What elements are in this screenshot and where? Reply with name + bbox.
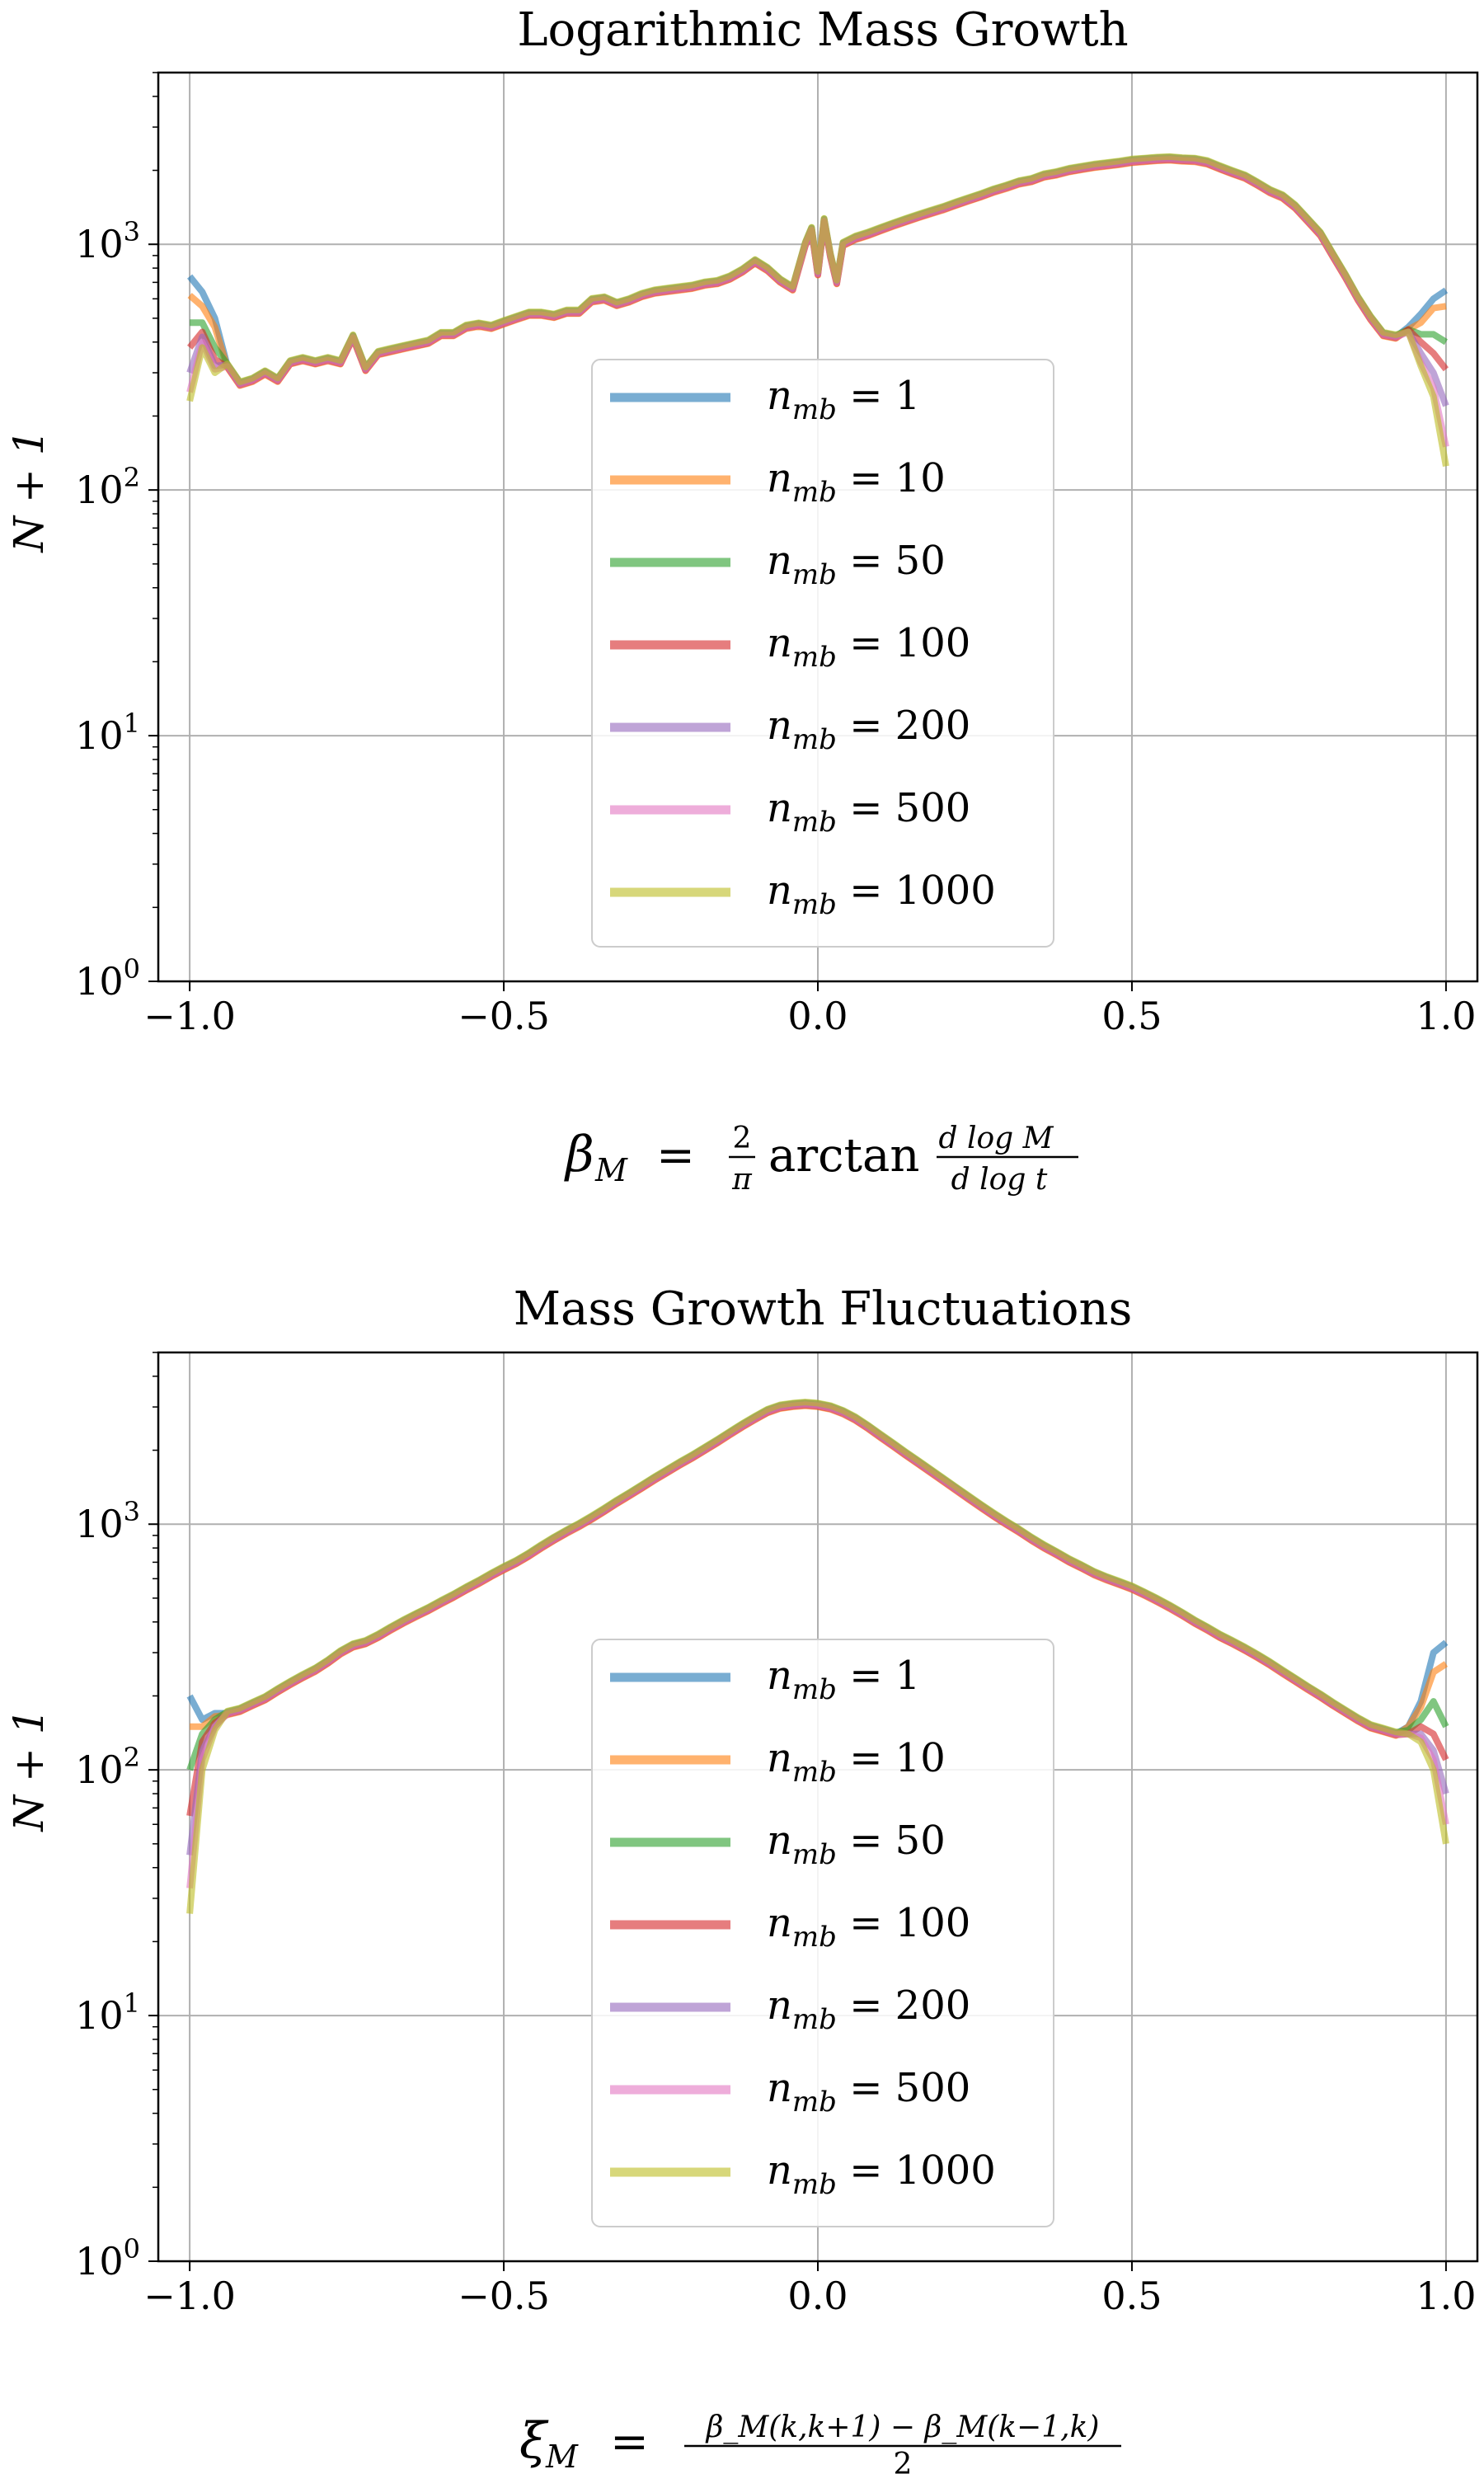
x-label-lhs: β	[564, 1126, 594, 1183]
x-label-eq: =	[610, 2415, 649, 2469]
x-label-fn: arctan	[768, 1129, 919, 1183]
y-tick-labels: 100 101 102 103	[75, 1352, 158, 2284]
legend: nmb = 1 nmb = 10 nmb = 50 nmb = 100 nmb = 20…	[591, 359, 1054, 948]
x-axis-label: ξ M = β_M(k,k+1) − β_M(k−1,k) 2	[519, 2411, 1121, 2474]
x-tick-label: −0.5	[458, 994, 550, 1038]
y-tick-label: 102	[75, 1742, 140, 1792]
x-label-frac-den: π	[731, 1163, 753, 1197]
legend-entry: nmb = 500	[767, 785, 970, 839]
y-tick-labels: 100 101 102 103	[75, 72, 158, 1004]
legend-box	[591, 359, 1054, 948]
legend-box	[591, 1639, 1054, 2227]
x-label-deriv-den: d log t	[951, 1163, 1048, 1197]
x-tick-labels: −1.0 −0.5 0.0 0.5 1.0	[143, 2261, 1476, 2318]
x-label-eq: =	[656, 1129, 695, 1183]
y-tick-label: 101	[75, 1987, 140, 2038]
legend-entry: nmb = 100	[767, 1900, 970, 1954]
chart-title: Logarithmic Mass Growth	[517, 3, 1128, 57]
legend-entry: nmb = 1000	[767, 868, 996, 921]
legend-entry: nmb = 1000	[767, 2147, 996, 2201]
series-lines	[186, 153, 1449, 468]
x-tick-label: 0.0	[787, 2274, 848, 2318]
x-tick-label: −1.0	[143, 994, 236, 1038]
x-axis-label: β M = 2 π arctan d log M d log t	[564, 1122, 1078, 1197]
x-label-sub: M	[545, 2439, 579, 2474]
legend-entry: nmb = 200	[767, 703, 970, 756]
legend-entry: nmb = 10	[767, 455, 946, 509]
panel-mass-growth-fluctuations: Mass Growth Fluctuations −1.0 −0.5 0.0 0.5 1…	[5, 1282, 1479, 2474]
legend-entry: nmb = 100	[767, 620, 970, 674]
x-label-lhs: ξ	[519, 2412, 549, 2470]
x-label-frac-den: 2	[894, 2448, 913, 2474]
y-tick-label: 100	[75, 953, 140, 1004]
y-tick-label: 103	[75, 216, 140, 266]
legend-entry: nmb = 1	[767, 373, 920, 426]
x-label-frac-num: 2	[733, 1122, 752, 1155]
y-tick-label: 103	[75, 1496, 140, 1546]
x-tick-label: 1.0	[1416, 994, 1476, 1038]
y-tick-label: 101	[75, 708, 140, 758]
x-tick-label: 0.0	[787, 994, 848, 1038]
x-tick-label: 0.5	[1101, 994, 1162, 1038]
x-label-sub: M	[594, 1152, 628, 1188]
x-tick-label: 1.0	[1416, 2274, 1476, 2318]
series-line	[186, 1399, 1449, 1914]
legend-entry: nmb = 200	[767, 1982, 970, 2036]
legend-entry: nmb = 1	[767, 1653, 920, 1706]
y-tick-label: 102	[75, 462, 140, 512]
y-axis-label: N + 1	[5, 429, 53, 553]
x-tick-label: −0.5	[458, 2274, 550, 2318]
legend: nmb = 1 nmb = 10 nmb = 50 nmb = 100 nmb = 20…	[591, 1639, 1054, 2227]
legend-entry: nmb = 50	[767, 1818, 946, 1871]
chart-title: Mass Growth Fluctuations	[514, 1282, 1133, 1336]
x-tick-label: −1.0	[143, 2274, 236, 2318]
series-line	[186, 153, 1449, 468]
x-tick-label: 0.5	[1101, 2274, 1162, 2318]
legend-entry: nmb = 50	[767, 538, 946, 591]
y-axis-label: N + 1	[5, 1708, 53, 1832]
panel-log-mass-growth: Logarithmic Mass Growth −1.0 −0.5 0.0 0.5 1.…	[5, 3, 1479, 1197]
legend-entry: nmb = 500	[767, 2065, 970, 2119]
series-lines	[186, 1399, 1449, 1914]
legend-entry: nmb = 10	[767, 1735, 946, 1789]
x-tick-labels: −1.0 −0.5 0.0 0.5 1.0	[143, 981, 1476, 1038]
y-tick-label: 100	[75, 2233, 140, 2284]
x-label-deriv-num: d log M	[938, 1122, 1054, 1155]
x-label-frac-num: β_M(k,k+1) − β_M(k−1,k)	[705, 2411, 1100, 2444]
